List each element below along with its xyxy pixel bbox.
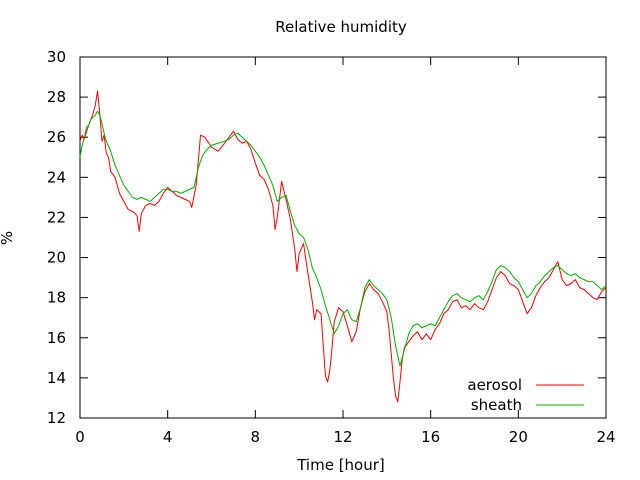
y-axis-title: % xyxy=(0,231,16,245)
x-axis-title: Time [hour] xyxy=(296,456,385,474)
y-tick-label-18: 18 xyxy=(47,289,66,307)
x-tick-label-8: 8 xyxy=(251,428,261,446)
y-tick-label-22: 22 xyxy=(47,208,66,226)
x-tick-label-4: 4 xyxy=(163,428,173,446)
legend-label-sheath: sheath xyxy=(471,396,522,414)
x-tick-label-12: 12 xyxy=(333,428,352,446)
legend-label-aerosol: aerosol xyxy=(467,376,522,394)
legend: aerosol sheath xyxy=(467,376,584,414)
axis-ticks: 0 4 8 12 16 20 24 12 14 16 18 20 22 24 26 28 30 xyxy=(47,48,616,446)
x-tick-label-24: 24 xyxy=(596,428,615,446)
series-line-aerosol xyxy=(79,90,607,403)
y-tick-label-12: 12 xyxy=(47,409,66,427)
x-tick-label-20: 20 xyxy=(509,428,528,446)
y-tick-label-14: 14 xyxy=(47,369,66,387)
y-tick-label-20: 20 xyxy=(47,249,66,267)
y-tick-label-28: 28 xyxy=(47,88,66,106)
y-tick-label-16: 16 xyxy=(47,329,66,347)
series-line-sheath xyxy=(79,110,607,367)
y-tick-label-26: 26 xyxy=(47,128,66,146)
y-tick-label-24: 24 xyxy=(47,168,66,186)
x-tick-label-0: 0 xyxy=(75,428,85,446)
series-lines xyxy=(79,90,607,403)
plot-frame xyxy=(79,56,607,419)
x-tick-label-16: 16 xyxy=(421,428,440,446)
chart-title: Relative humidity xyxy=(275,18,407,36)
y-tick-label-30: 30 xyxy=(47,48,66,66)
